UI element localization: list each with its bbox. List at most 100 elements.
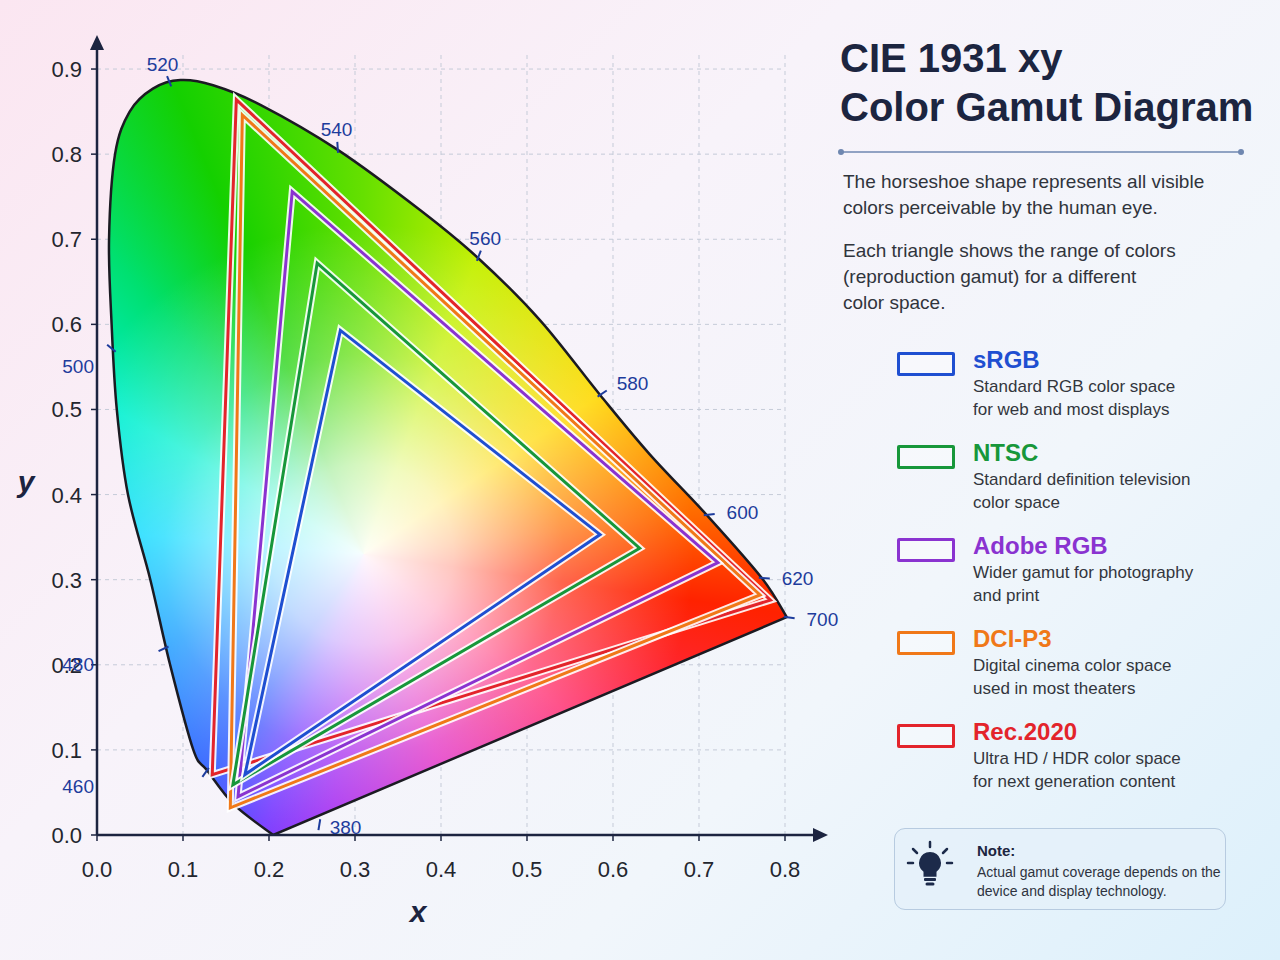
gamut-halo xyxy=(238,192,718,797)
y-tick xyxy=(91,409,97,411)
separator-dot xyxy=(838,149,844,155)
gamut-halo xyxy=(233,263,640,785)
wavelength-labels: 380 460 480 500 520 540 560 580 600 620 700 xyxy=(62,54,838,838)
wavelength-tick xyxy=(759,577,770,580)
x-tick-label: 0.1 xyxy=(168,857,199,882)
legend-label: Adobe RGB xyxy=(973,532,1108,560)
x-tick xyxy=(698,835,700,841)
legend-description: Standard definition television color spa… xyxy=(973,468,1190,514)
title-separator xyxy=(834,146,1254,158)
y-tick xyxy=(91,239,97,241)
y-tick xyxy=(91,68,97,70)
legend-swatch xyxy=(897,445,955,469)
description: The horseshoe shape represents all visib… xyxy=(843,169,1204,221)
bulb-base xyxy=(924,878,936,881)
wavelength-label: 480 xyxy=(62,654,94,675)
y-tick-label: 0.5 xyxy=(51,397,82,422)
x-tick-label: 0.7 xyxy=(684,857,715,882)
gamut-halo xyxy=(230,115,760,808)
legend-label: NTSC xyxy=(973,439,1038,467)
title: CIE 1931 xy Color Gamut Diagram xyxy=(840,34,1253,132)
y-tick xyxy=(91,153,97,155)
x-tick-label: 0.2 xyxy=(254,857,285,882)
grid-line xyxy=(97,69,785,70)
wavelength-tick xyxy=(784,617,795,619)
legend-swatch xyxy=(897,538,955,562)
x-tick-label: 0.0 xyxy=(82,857,113,882)
grid-line xyxy=(699,55,700,835)
y-tick xyxy=(91,324,97,326)
note-text: Actual gamut coverage depends on the dev… xyxy=(977,863,1221,901)
wavelength-tick xyxy=(318,819,320,830)
description: Each triangle shows the range of colors … xyxy=(843,238,1176,316)
wavelength-label: 460 xyxy=(62,776,94,797)
legend-description: Wider gamut for photography and print xyxy=(973,561,1193,607)
legend-swatch xyxy=(897,724,955,748)
wavelength-tick xyxy=(336,142,339,153)
wavelength-tick xyxy=(107,345,116,352)
y-tick-label: 0.9 xyxy=(51,57,82,82)
x-tick xyxy=(612,835,614,841)
y-tick-label: 0.8 xyxy=(51,142,82,167)
x-tick-label: 0.6 xyxy=(598,857,629,882)
y-tick-label: 0.6 xyxy=(51,312,82,337)
wavelength-label: 700 xyxy=(807,609,839,630)
x-tick xyxy=(526,835,528,841)
spectral-locus xyxy=(109,80,787,835)
wavelength-tick xyxy=(598,391,607,397)
wavelength-tick xyxy=(704,514,715,515)
wavelength-label: 580 xyxy=(617,373,649,394)
x-tick-label: 0.8 xyxy=(770,857,801,882)
gamut-triangle xyxy=(233,263,640,785)
x-tick-label: 0.3 xyxy=(340,857,371,882)
y-tick-label: 0.4 xyxy=(51,483,82,508)
x-axis-arrow xyxy=(813,828,828,842)
y-tick xyxy=(91,834,97,836)
y-tick xyxy=(91,749,97,751)
wavelength-label: 540 xyxy=(321,119,353,140)
legend-description: Ultra HD / HDR color space for next gene… xyxy=(973,747,1181,793)
grid-line xyxy=(785,55,786,835)
separator-line xyxy=(841,151,1241,153)
bulb-glass xyxy=(919,852,941,877)
separator-dot xyxy=(1238,149,1244,155)
marks xyxy=(109,80,787,835)
y-tick-label: 0.3 xyxy=(51,568,82,593)
legend-label: sRGB xyxy=(973,346,1040,374)
x-axis-line xyxy=(97,834,820,837)
wavelength-tick xyxy=(167,76,171,86)
x-axis-title: x xyxy=(408,895,428,928)
note-icon xyxy=(905,840,955,896)
y-tick xyxy=(91,579,97,581)
legend-swatch xyxy=(897,631,955,655)
x-tick-label: 0.4 xyxy=(426,857,457,882)
x-tick xyxy=(182,835,184,841)
gamut-triangle xyxy=(238,192,718,797)
gamut-halo xyxy=(245,330,600,774)
page: 0.00.10.20.30.40.50.60.70.80.00.10.20.30… xyxy=(0,0,1280,960)
x-tick xyxy=(268,835,270,841)
wavelength-label: 380 xyxy=(330,817,362,838)
wavelength-label: 600 xyxy=(727,502,759,523)
x-tick-label: 0.5 xyxy=(512,857,543,882)
y-tick xyxy=(91,494,97,496)
y-axis-arrow xyxy=(90,35,104,50)
wavelength-label: 520 xyxy=(147,54,179,75)
gamut-triangle xyxy=(245,330,600,774)
note-title: Note: xyxy=(977,842,1015,860)
legend-swatch xyxy=(897,352,955,376)
wavelength-label: 620 xyxy=(782,568,814,589)
y-axis-title: y xyxy=(16,465,36,498)
x-tick xyxy=(784,835,786,841)
bulb-ray xyxy=(908,862,913,865)
y-tick-label: 0.1 xyxy=(51,738,82,763)
bulb-ray xyxy=(947,862,952,865)
x-tick xyxy=(440,835,442,841)
legend-description: Standard RGB color space for web and mos… xyxy=(973,375,1175,421)
bulb-base xyxy=(926,883,935,886)
legend-label: Rec.2020 xyxy=(973,718,1077,746)
y-tick-label: 0.7 xyxy=(51,227,82,252)
legend-description: Digital cinema color space used in most … xyxy=(973,654,1171,700)
wavelength-label: 560 xyxy=(469,228,501,249)
wavelength-label: 500 xyxy=(62,356,94,377)
